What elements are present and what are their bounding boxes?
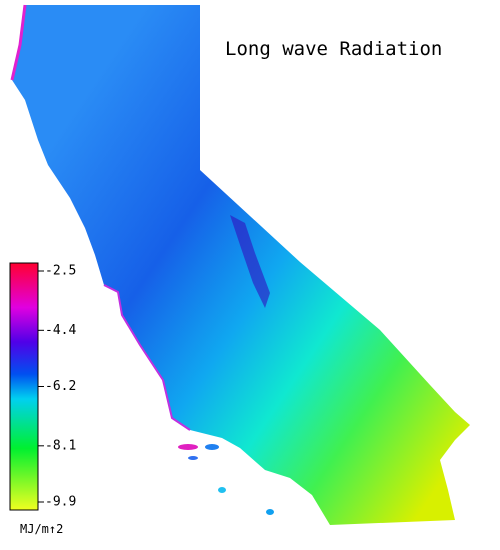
coast [103,284,191,431]
colorbar-tick-label: -8.1 [45,438,76,453]
colorbar-tick-label: -6.2 [45,379,76,394]
colorbar-tick-label: -4.4 [45,323,76,338]
coast [10,4,27,81]
map-title: Long wave Radiation [225,38,442,60]
colorbar-unit: MJ/m↑2 [20,522,63,536]
state-shape [12,5,470,525]
sierra [230,215,270,308]
colorbar-tick-label: -2.5 [45,264,76,279]
islands [178,444,274,515]
california [10,4,470,525]
colorbar [9,262,39,511]
colorbar-tick-label: -9.9 [45,495,76,510]
